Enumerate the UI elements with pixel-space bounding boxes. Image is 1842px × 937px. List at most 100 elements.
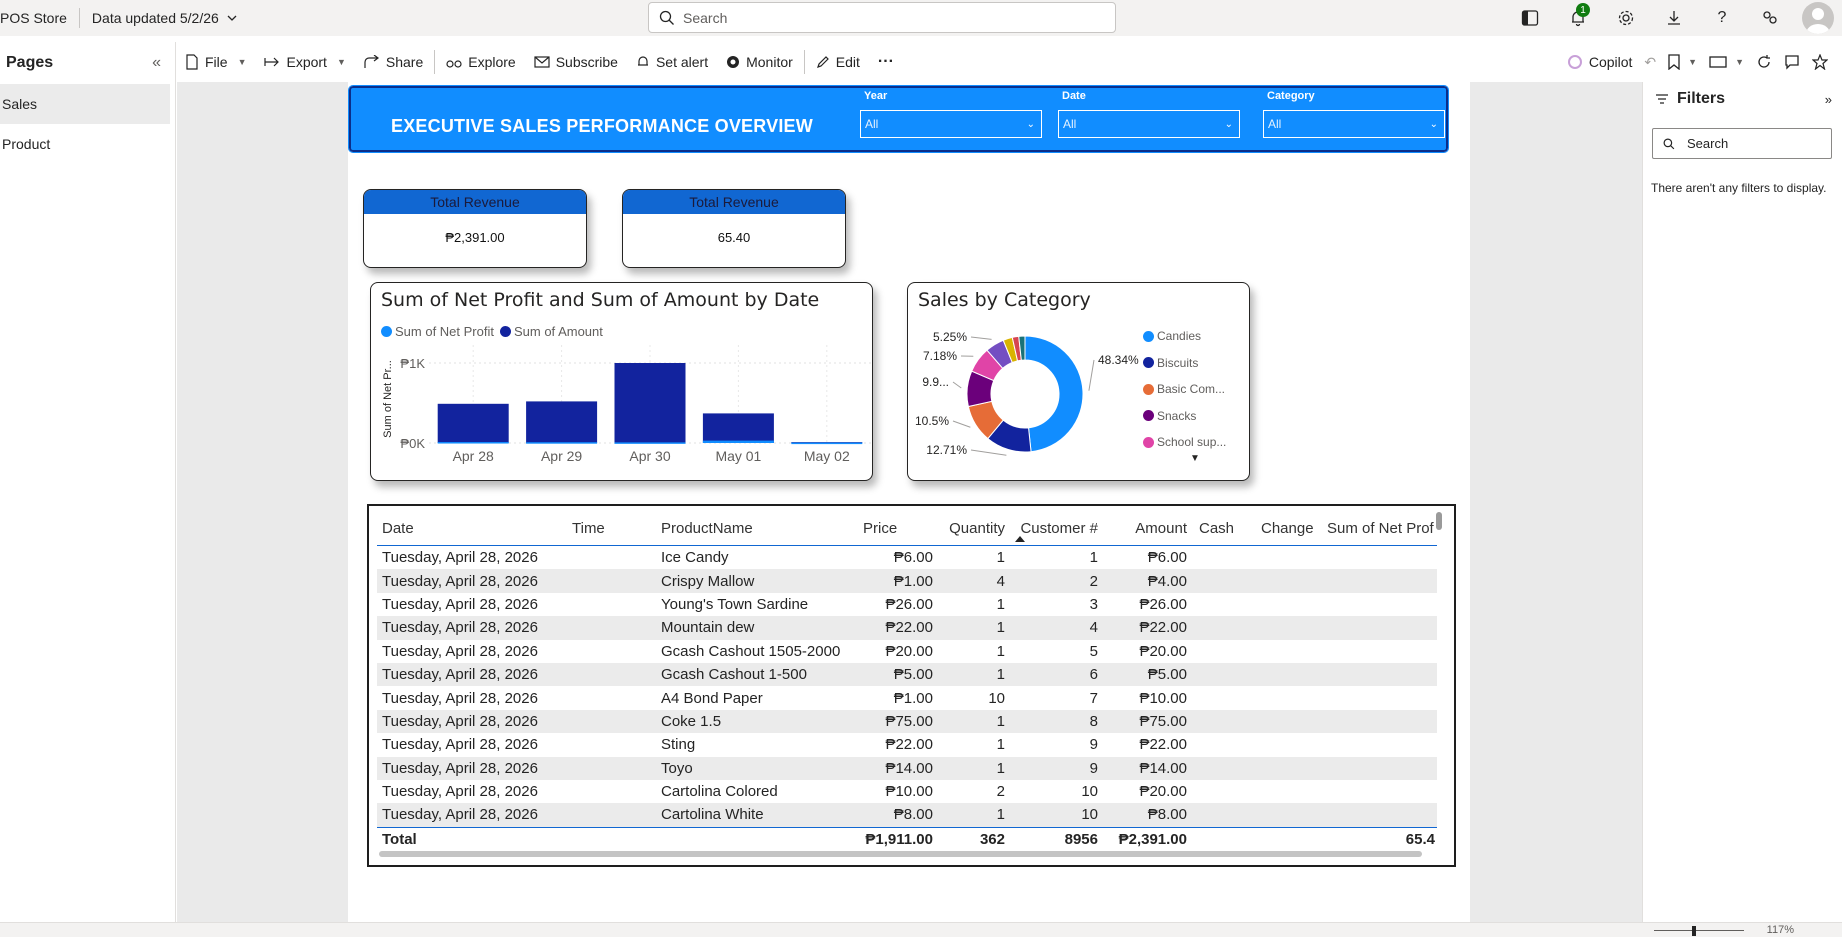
data-updated-dropdown[interactable]: Data updated 5/2/26	[92, 10, 237, 26]
kpi-title: Total Revenue	[623, 190, 845, 214]
donut-slice[interactable]	[1018, 335, 1026, 361]
more-options-button[interactable]: ···	[869, 42, 903, 82]
table-row[interactable]: Tuesday, April 28, 2026 Crispy Mallow ₱1.0…	[377, 569, 1437, 593]
account-avatar[interactable]	[1794, 0, 1842, 36]
bar-sum-of-net-profit[interactable]	[702, 440, 774, 443]
settings-gear-icon[interactable]	[1602, 0, 1650, 36]
column-header[interactable]: ProductName	[661, 520, 753, 537]
table-total-row[interactable]: Total ₱1,911.00 362 8956 ₱2,391.00 65.4	[377, 826, 1437, 851]
comment-icon[interactable]	[1778, 42, 1806, 82]
bar-sum-of-net-profit[interactable]	[614, 442, 686, 444]
edit-button[interactable]: Edit	[807, 42, 869, 82]
global-search-input[interactable]: Search	[648, 2, 1116, 33]
donut-slice[interactable]	[1024, 335, 1084, 453]
kpi-value: ₱2,391.00	[445, 230, 505, 245]
top-right-icons: 1 ?	[1506, 0, 1842, 36]
file-menu[interactable]: File ▼	[176, 42, 255, 82]
collapse-filters-icon[interactable]: »	[1824, 92, 1832, 107]
sort-ascending-icon[interactable]	[1015, 536, 1025, 542]
table-row[interactable]: Tuesday, April 28, 2026 Coke 1.5 ₱75.00 1 8 ₱…	[377, 709, 1437, 734]
bar-sum-of-net-profit[interactable]	[791, 442, 863, 445]
horizontal-scrollbar[interactable]	[379, 851, 1422, 857]
column-header[interactable]: Time	[572, 520, 605, 537]
table-row[interactable]: Tuesday, April 28, 2026 Cartolina White ₱8…	[377, 803, 1437, 827]
year-slicer-dropdown[interactable]: All ⌄	[860, 110, 1042, 138]
vertical-scrollbar[interactable]	[1436, 512, 1442, 530]
kpi-card-total-revenue[interactable]: Total Revenue ₱2,391.00	[363, 189, 587, 268]
table-row[interactable]: Tuesday, April 28, 2026 Toyo ₱14.00 1 9 ₱14.0…	[377, 756, 1437, 780]
bar-sum-of-net-profit[interactable]	[526, 442, 598, 444]
table-row[interactable]: Tuesday, April 28, 2026 Gcash Cashout 1-5…	[377, 662, 1437, 687]
legend-item[interactable]: Sum of Net Profit	[381, 324, 494, 339]
table-cell: 1	[996, 736, 1005, 754]
legend-dot	[381, 326, 392, 337]
table-row[interactable]: Tuesday, April 28, 2026 Young's Town Sard…	[377, 593, 1437, 616]
table-row[interactable]: Tuesday, April 28, 2026 Ice Candy ₱6.00 1 1 ₱…	[377, 546, 1437, 569]
bar-sum-of-amount[interactable]	[614, 363, 686, 443]
bar-sum-of-amount[interactable]	[702, 413, 774, 443]
table-row[interactable]: Tuesday, April 28, 2026 Gcash Cashout 150…	[377, 640, 1437, 663]
bar-sum-of-amount[interactable]	[437, 403, 509, 443]
table-cell: Gcash Cashout 1-500	[661, 666, 807, 684]
legend-item[interactable]: School sup...	[1143, 429, 1226, 456]
bar-chart-card[interactable]: Sum of Net Profit and Sum of Amount by D…	[370, 282, 873, 481]
zoom-slider-track[interactable]	[1654, 930, 1744, 931]
column-header[interactable]: Sum of Net Prof	[1327, 520, 1434, 537]
download-icon[interactable]	[1650, 0, 1698, 36]
subscribe-button[interactable]: Subscribe	[525, 42, 627, 82]
undo-icon[interactable]: ↶	[1644, 53, 1657, 70]
app-title[interactable]: POS Store	[0, 10, 67, 26]
layout-toggle-icon[interactable]	[1506, 0, 1554, 36]
export-menu[interactable]: Export ▼	[255, 42, 354, 82]
legend-item[interactable]: Basic Com...	[1143, 376, 1226, 403]
zoom-slider-thumb[interactable]	[1692, 926, 1696, 936]
column-header[interactable]: Price	[863, 520, 898, 537]
date-slicer[interactable]: Date All ⌄	[1058, 90, 1240, 138]
table-row[interactable]: Tuesday, April 28, 2026 Sting ₱22.00 1 9 ₱22.…	[377, 733, 1437, 756]
table-row[interactable]: Tuesday, April 28, 2026 A4 Bond Paper ₱1.0…	[377, 686, 1437, 709]
column-header[interactable]: Cash	[1199, 520, 1235, 537]
year-slicer[interactable]: Year All ⌄	[860, 90, 1042, 138]
category-slicer-dropdown[interactable]: All ⌄	[1263, 110, 1445, 138]
page-tab-product[interactable]: Product	[0, 124, 170, 164]
help-icon[interactable]: ?	[1717, 9, 1727, 26]
bar-sum-of-amount[interactable]	[526, 401, 598, 443]
notifications-icon[interactable]: 1	[1554, 0, 1602, 36]
monitor-button[interactable]: Monitor	[717, 42, 802, 82]
legend-item[interactable]: Sum of Amount	[499, 324, 603, 339]
donut-chart-card[interactable]: Sales by Category 48.34% 12.71% 10.5% 9.9..…	[907, 282, 1250, 481]
bar-sum-of-net-profit[interactable]	[437, 442, 509, 444]
column-header[interactable]: Date	[382, 520, 414, 537]
column-header[interactable]: Customer #	[1020, 520, 1098, 537]
bar-sum-of-amount[interactable]	[791, 442, 863, 443]
legend-item[interactable]: Biscuits	[1143, 350, 1226, 377]
table-cell: Tuesday, April 28, 2026	[382, 736, 538, 754]
legend-item[interactable]: Snacks	[1143, 403, 1226, 430]
data-label-leader	[970, 336, 992, 340]
legend-scroll-down-icon[interactable]: ▼	[1190, 453, 1200, 464]
copilot-button[interactable]: Copilot	[1561, 42, 1639, 82]
share-feedback-icon[interactable]	[1746, 0, 1794, 36]
filters-search-input[interactable]: Search	[1652, 128, 1832, 159]
bookmark-icon[interactable]: ▼	[1662, 42, 1703, 82]
refresh-icon[interactable]	[1750, 42, 1778, 82]
chart-title: Sum of Net Profit and Sum of Amount by D…	[381, 289, 820, 311]
favorite-star-icon[interactable]	[1806, 42, 1842, 82]
kpi-card-total-revenue-2[interactable]: Total Revenue 65.40	[622, 189, 846, 268]
filters-pane: Filters » Search There aren't any filter…	[1642, 82, 1842, 922]
view-icon[interactable]: ▼	[1703, 42, 1750, 82]
share-button[interactable]: Share	[355, 42, 432, 82]
table-row[interactable]: Tuesday, April 28, 2026 Mountain dew ₱22.0…	[377, 616, 1437, 640]
column-header[interactable]: Quantity	[949, 520, 1005, 537]
set-alert-button[interactable]: Set alert	[627, 42, 717, 82]
date-slicer-dropdown[interactable]: All ⌄	[1058, 110, 1240, 138]
legend-item[interactable]: Candies	[1143, 323, 1226, 350]
category-slicer[interactable]: Category All ⌄	[1263, 90, 1445, 138]
column-header[interactable]: Change	[1261, 520, 1314, 537]
page-tab-sales[interactable]: Sales	[0, 84, 170, 124]
table-header-row[interactable]: Date Time ProductName Price Quantity Customer…	[377, 512, 1437, 546]
column-header[interactable]: Amount	[1135, 520, 1187, 537]
collapse-double-chevron-icon[interactable]: «	[152, 54, 161, 71]
explore-button[interactable]: Explore	[437, 42, 524, 82]
table-row[interactable]: Tuesday, April 28, 2026 Cartolina Colored…	[377, 780, 1437, 803]
